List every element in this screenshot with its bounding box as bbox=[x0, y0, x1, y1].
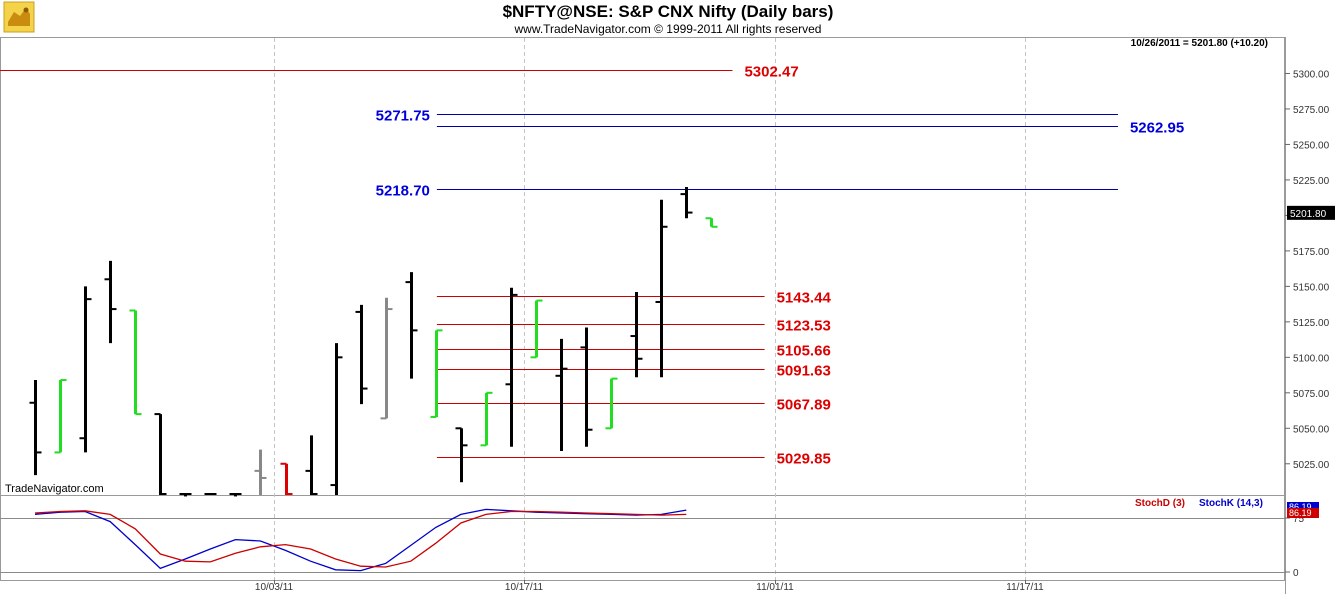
price-level-label: 5262.95 bbox=[1130, 120, 1184, 137]
price-tick-label: 5275.00 bbox=[1293, 105, 1330, 116]
ohlc-bar bbox=[430, 329, 443, 418]
ohlc-bar bbox=[680, 187, 693, 219]
stoch-d-legend: StochD (3) bbox=[1135, 498, 1185, 509]
stoch-d-line bbox=[34, 510, 687, 568]
ohlc-bar bbox=[405, 272, 418, 379]
ohlc-bar bbox=[254, 449, 267, 495]
last-price-box bbox=[1287, 205, 1335, 220]
price-tick-label: 5225.00 bbox=[1293, 176, 1330, 187]
price-tick-label: 5250.00 bbox=[1293, 140, 1330, 151]
stoch-k-legend: StochK (14,3) bbox=[1199, 498, 1263, 509]
ohlc-bar bbox=[280, 462, 293, 495]
ohlc-bar bbox=[530, 299, 543, 359]
date-axis: 10/03/11 10/17/11 11/01/11 11/17/11 bbox=[255, 580, 1044, 593]
date-tick-label: 11/01/11 bbox=[756, 582, 794, 593]
ohlc-bar bbox=[555, 338, 568, 452]
price-level-label: 5123.53 bbox=[777, 318, 831, 335]
date-tick-label: 11/17/11 bbox=[1006, 582, 1044, 593]
price-level-label: 5067.89 bbox=[777, 397, 831, 414]
price-level-label: 5302.47 bbox=[744, 64, 798, 81]
ohlc-bar bbox=[179, 493, 192, 497]
ohlc-bar bbox=[480, 391, 493, 447]
ohlc-bar bbox=[305, 435, 318, 495]
date-tick-label: 10/03/11 bbox=[255, 582, 294, 593]
plot-frame bbox=[0, 37, 1285, 581]
price-level-label: 5218.70 bbox=[376, 183, 430, 200]
ohlc-bar bbox=[79, 286, 92, 453]
last-price-label: 5201.80 bbox=[1290, 209, 1327, 220]
price-level-label: 5271.75 bbox=[376, 108, 430, 125]
ohlc-bar bbox=[29, 380, 42, 476]
ohlc-bar bbox=[154, 413, 167, 495]
gold-bull-logo-icon bbox=[3, 1, 35, 33]
price-level-label: 5091.63 bbox=[777, 363, 831, 380]
ohlc-bar bbox=[705, 217, 718, 228]
ohlc-bar bbox=[104, 260, 117, 344]
price-level-label: 5105.66 bbox=[777, 343, 831, 360]
ohlc-bar bbox=[54, 379, 67, 454]
vertical-gridlines bbox=[274, 38, 1026, 580]
ohlc-bar bbox=[505, 287, 518, 447]
chart-title: $NFTY@NSE: S&P CNX Nifty (Daily bars) bbox=[503, 2, 834, 21]
price-tick-label: 5175.00 bbox=[1293, 247, 1330, 258]
price-tick-label: 5100.00 bbox=[1293, 353, 1330, 364]
copyright-subtitle: www.TradeNavigator.com © 1999-2011 All r… bbox=[514, 22, 822, 36]
ohlc-bar bbox=[580, 327, 593, 447]
price-levels: 5302.47 5271.75 5262.95 5218.70 5143.44 5123.… bbox=[0, 64, 1184, 468]
last-price-info: 10/26/2011 = 5201.80 (+10.20) bbox=[1131, 38, 1268, 49]
ohlc-bar bbox=[129, 309, 142, 416]
stoch-tick-label: 75 bbox=[1293, 514, 1305, 525]
ohlc-bar bbox=[630, 292, 643, 378]
ohlc-bars bbox=[29, 187, 718, 497]
ohlc-bar bbox=[229, 493, 242, 497]
stoch-tick-label: 0 bbox=[1293, 568, 1299, 579]
ohlc-bar bbox=[204, 493, 217, 495]
stoch-k-last-box bbox=[1287, 502, 1319, 512]
ohlc-bar bbox=[380, 297, 393, 420]
date-tick-label: 10/17/11 bbox=[505, 582, 544, 593]
stoch-k-line bbox=[34, 508, 687, 572]
price-tick-label: 5050.00 bbox=[1293, 424, 1330, 435]
price-axis: 5025.00 5050.00 5075.00 5100.00 5125.00 5150.… bbox=[1285, 69, 1330, 471]
ohlc-bar bbox=[330, 343, 343, 495]
price-tick-label: 5025.00 bbox=[1293, 460, 1330, 471]
last-price-marker: 5201.80 bbox=[1287, 205, 1335, 220]
price-tick-label: 5150.00 bbox=[1293, 282, 1330, 293]
price-level-label: 5029.85 bbox=[777, 451, 831, 468]
price-tick-label: 5125.00 bbox=[1293, 318, 1330, 329]
stoch-d-last-box bbox=[1287, 508, 1319, 518]
stoch-k-last-label: 86.19 bbox=[1289, 502, 1312, 512]
ohlc-bar bbox=[455, 427, 468, 483]
price-level-label: 5143.44 bbox=[777, 290, 832, 307]
price-tick-label: 5075.00 bbox=[1293, 389, 1330, 400]
brand-watermark: TradeNavigator.com bbox=[5, 483, 104, 495]
ohlc-bar bbox=[355, 304, 368, 405]
ohlc-bar bbox=[655, 199, 668, 378]
ohlc-bar bbox=[605, 377, 618, 430]
price-tick-label: 5300.00 bbox=[1293, 69, 1330, 80]
stoch-d-last-label: 86.19 bbox=[1289, 508, 1312, 518]
